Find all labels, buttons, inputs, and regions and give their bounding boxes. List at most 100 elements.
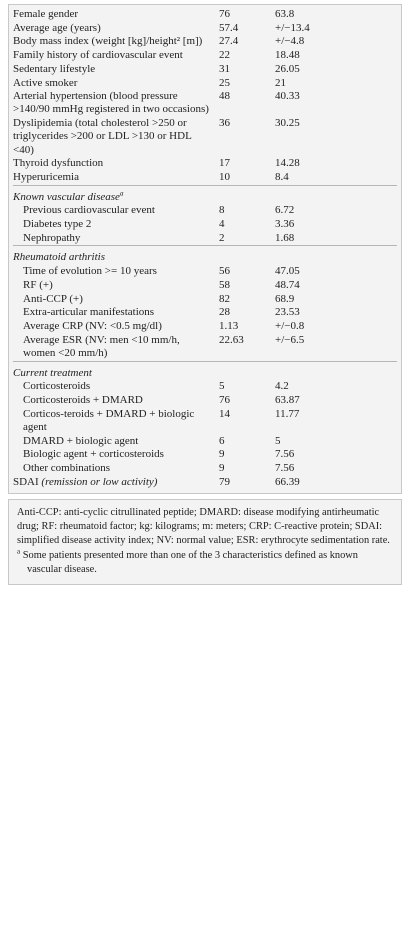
table-row: Time of evolution >= 10 years 56 47.05 [13, 265, 397, 279]
section-title: Known vascular disease [13, 190, 120, 203]
section-row: Rheumatoid arthritis [13, 245, 397, 266]
row-value: 14.28 [275, 157, 300, 170]
section-row: Current treatment [13, 360, 397, 381]
row-value: 47.05 [275, 265, 300, 278]
row-label: DMARD + biologic agent [23, 434, 139, 447]
row-value: 11.77 [275, 407, 300, 420]
row-label: Corticosteroids + DMARD [23, 393, 143, 406]
table-row: Average CRP (NV: <0.5 mg/dl) 1.13 +/−0.8 [13, 320, 397, 334]
table-row: Body mass index (weight [kg]/height² [m]… [13, 35, 397, 49]
table-row: Extra-articular manifestations 28 23.53 [13, 306, 397, 320]
row-value: 5 [275, 434, 281, 447]
table-row: Average age (years) 57.4 +/−13.4 [13, 22, 397, 36]
section-cell: Current treatment [13, 360, 397, 381]
row-label: Average CRP (NV: <0.5 mg/dl) [23, 319, 162, 332]
table-row: Sedentary lifestyle 31 26.05 [13, 63, 397, 77]
row-value: 7.56 [275, 448, 295, 461]
row-label: RF (+) [23, 278, 53, 291]
row-count: 48 [219, 90, 230, 103]
table-row: Female gender 76 63.8 [13, 8, 397, 22]
table-row: Anti-CCP (+) 82 68.9 [13, 293, 397, 307]
page: {"table": { "general": [ ["Female gender… [0, 4, 410, 930]
row-count: 17 [219, 157, 230, 170]
table-row: Corticosteroids 5 4.2 [13, 380, 397, 394]
row-count: 76 [219, 8, 230, 20]
section-cell: Known vascular diseasea [13, 184, 397, 205]
row-count: 8 [219, 204, 225, 217]
row-label: Nephropathy [23, 231, 81, 244]
row-value: 7.56 [275, 462, 295, 474]
row-label-note: (remission or low activity) [41, 475, 158, 488]
document: Female gender 76 63.8 Average age (years) 57… [8, 4, 402, 586]
row-label: Time of evolution >= 10 years [23, 265, 157, 278]
section-title: Current treatment [13, 366, 92, 379]
table-row: Hyperuricemia 10 8.4 [13, 171, 397, 185]
notes: Anti-CCP: anti-cyclic citrullinated pept… [8, 499, 402, 586]
row-value: +/−6.5 [275, 333, 305, 346]
row-value: 26.05 [275, 62, 300, 75]
row-label: Hyperuricemia [13, 170, 79, 183]
table-row: Active smoker 25 21 [13, 77, 397, 91]
table-body: Female gender 76 63.8 Average age (years) 57… [13, 8, 397, 489]
table-row: Diabetes type 2 4 3.36 [13, 218, 397, 232]
row-value: 48.74 [275, 278, 300, 291]
row-label: Anti-CCP (+) [23, 292, 83, 305]
footnote-marker: a [17, 547, 21, 556]
row-label: Active smoker [13, 76, 78, 89]
row-count: 25 [219, 76, 230, 89]
table: Female gender 76 63.8 Average age (years) 57… [13, 8, 397, 489]
row-count: 79 [219, 475, 230, 488]
row-count: 9 [219, 462, 225, 474]
abbreviations: Anti-CCP: anti-cyclic citrullinated pept… [17, 507, 390, 546]
table-box: Female gender 76 63.8 Average age (years) 57… [8, 4, 402, 495]
row-count: 36 [219, 117, 230, 130]
row-label: Previous cardiovascular event [23, 204, 155, 217]
section-row: Known vascular diseasea [13, 184, 397, 205]
row-count: 28 [219, 306, 230, 319]
row-label: Female gender [13, 8, 79, 20]
row-label: Average age (years) [13, 21, 101, 34]
row-count: 31 [219, 62, 230, 75]
table-row: Previous cardiovascular event 8 6.72 [13, 204, 397, 218]
row-label: Diabetes type 2 [23, 218, 92, 231]
row-label: Body mass index (weight [kg]/height² [m]… [13, 35, 203, 48]
row-value: 68.9 [275, 292, 295, 305]
row-count: 5 [219, 380, 225, 393]
footnote: a Some patients presented more than one … [17, 547, 393, 576]
row-label-main: SDAI [13, 475, 39, 488]
row-label: Corticos-teroids + DMARD + biologic agen… [23, 407, 195, 433]
row-label: Thyroid dysfunction [13, 157, 104, 170]
row-value: 6.72 [275, 204, 295, 217]
row-count: 1.13 [219, 319, 239, 332]
row-label: Family history of cardiovascular event [13, 49, 183, 62]
row-count: 76 [219, 393, 230, 406]
table-row: Biologic agent + corticosteroids 9 7.56 [13, 448, 397, 462]
table-row: RF (+) 58 48.74 [13, 279, 397, 293]
row-value: +/−0.8 [275, 319, 305, 332]
row-value: 4.2 [275, 380, 289, 393]
row-count: 56 [219, 265, 230, 278]
table-row: Family history of cardiovascular event 22… [13, 49, 397, 63]
row-count: 4 [219, 218, 225, 231]
row-count: 22 [219, 49, 230, 62]
row-value: 1.68 [275, 231, 295, 244]
row-label: Average ESR (NV: men <10 mm/h, women <20… [23, 333, 180, 359]
row-label: Corticosteroids [23, 380, 91, 393]
row-value: 23.53 [275, 306, 300, 319]
row-count: 2 [219, 231, 225, 244]
row-count: 14 [219, 407, 230, 420]
table-row: Thyroid dysfunction 17 14.28 [13, 157, 397, 171]
row-count: 82 [219, 292, 230, 305]
row-label: Sedentary lifestyle [13, 62, 96, 75]
row-value: 63.8 [275, 8, 295, 20]
table-row: Dyslipidemia (total cholesterol >250 or … [13, 117, 397, 157]
row-count: 27.4 [219, 35, 239, 48]
row-value: 3.36 [275, 218, 295, 231]
row-label: Dyslipidemia (total cholesterol >250 or … [13, 117, 192, 156]
footnote-text: Some patients presented more than one of… [22, 550, 358, 575]
row-label: Extra-articular manifestations [23, 306, 155, 319]
row-value: 66.39 [275, 475, 300, 488]
row-count: 10 [219, 170, 230, 183]
row-count: 58 [219, 278, 230, 291]
row-value: 40.33 [275, 90, 300, 103]
